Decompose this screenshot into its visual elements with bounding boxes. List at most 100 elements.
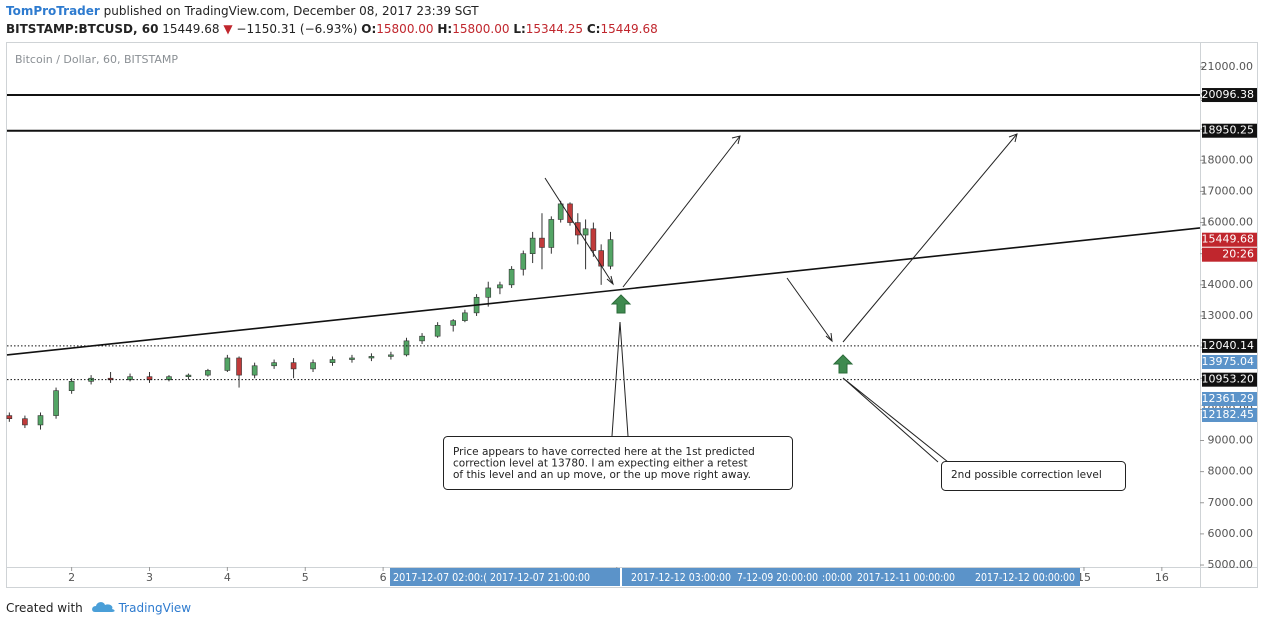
h-label: H: [437, 22, 453, 36]
chart-title: Bitcoin / Dollar, 60, BITSTAMP [15, 53, 178, 66]
candle-body [310, 362, 316, 370]
frame [6, 42, 1258, 588]
candle-body [6, 415, 13, 419]
o: 15800.00 [376, 22, 434, 36]
level-tag-label: 10953.20 [1202, 373, 1255, 386]
candle-body [224, 357, 231, 371]
price-tag [1202, 408, 1257, 422]
candle-body [53, 390, 59, 416]
symbol: BITSTAMP:BTCUSD, 60 [6, 22, 159, 36]
level-tag-label: 20096.38 [1202, 88, 1255, 101]
last: 15449.68 [162, 22, 220, 36]
x-tick-label: 2 [68, 571, 75, 584]
level-tag [1202, 338, 1257, 353]
candle-body [368, 356, 375, 359]
o-label: O: [361, 22, 377, 36]
y-tick-label: 7000.00 [1208, 496, 1254, 509]
candle-body [434, 325, 441, 337]
published: published on TradingView.com, December 0… [103, 4, 479, 18]
candle-body [520, 253, 527, 270]
x-tick-label: 4 [224, 571, 231, 584]
y-tick-label: 21000.00 [1201, 60, 1254, 73]
time-highlight-label: 2017-12-12 00:00:00 [975, 571, 1075, 584]
candle-body [107, 377, 114, 381]
chart: Bitcoin / Dollar, 60, BITSTAMP 5000.00 60… [6, 42, 1258, 588]
candle-body [271, 362, 277, 367]
level-tag-label: 18950.25 [1202, 124, 1255, 137]
arrow-head [1008, 133, 1018, 143]
last-price-tag [1202, 232, 1257, 247]
candle-body [68, 381, 75, 391]
time-highlight-label: 2017-12-07 21:00:00 [490, 571, 590, 584]
candle-body [607, 239, 614, 267]
y-tick-label: 17000.00 [1201, 184, 1254, 197]
callout-box [941, 461, 1126, 491]
x-tick-label: 16 [1155, 571, 1169, 584]
y-tick-label: 8000.00 [1208, 465, 1254, 478]
x-tick-label: 15 [1077, 571, 1091, 584]
candle-body [557, 203, 564, 220]
candle-body [508, 268, 515, 286]
price-tag [1202, 392, 1257, 406]
price-tag-label: 12361.29 [1202, 392, 1255, 405]
candle-body [548, 219, 555, 248]
y-tick-label: 5000.00 [1208, 558, 1254, 571]
countdown-label: 20:26 [1222, 248, 1254, 261]
candle-body [419, 335, 425, 342]
level-tag [1202, 88, 1257, 103]
callout-pointer [611, 321, 629, 437]
green-arrow [610, 294, 854, 374]
level-tag [1202, 372, 1257, 387]
candle-body [37, 415, 44, 426]
candle-body [251, 365, 258, 376]
x-tick-label: 3 [146, 571, 153, 584]
created: Created with [6, 601, 83, 615]
x-tick-label: 6 [380, 571, 387, 584]
brand[interactable]: TradingView [118, 601, 192, 615]
level-tag [1202, 123, 1257, 138]
ohlc-line: BITSTAMP:BTCUSD, 60 15449.68 ▼ −1150.31 … [6, 22, 658, 36]
candle-body [539, 237, 545, 248]
time-highlight-label: 2017-12-12 03:00:00 [631, 571, 731, 584]
y-tick-label: 6000.00 [1208, 527, 1254, 540]
candle-body [185, 374, 192, 377]
arrow: ▼ [223, 22, 233, 36]
h: 15800.00 [452, 22, 510, 36]
l: 15344.25 [525, 22, 584, 36]
y-tick-label: 9000.00 [1208, 433, 1254, 446]
candle-body [598, 250, 604, 267]
candle-body [497, 284, 503, 289]
time-highlight-label: :00:00 [822, 571, 852, 584]
candle-body [290, 362, 297, 370]
candle-body [529, 237, 536, 254]
y-tick-label: 13000.00 [1201, 309, 1254, 322]
candle-body [388, 354, 394, 357]
arrow [544, 177, 614, 285]
candle-body [205, 370, 211, 376]
time-highlight-label: 7-12-09 20:00:00 [737, 571, 818, 584]
arrow-head [825, 332, 833, 343]
l-label: L: [513, 22, 526, 36]
time-highlight-label: 2017-12-11 00:00:00 [857, 571, 955, 584]
arrow [786, 277, 833, 342]
arrow [622, 135, 741, 288]
candle-body [22, 418, 28, 426]
y-tick-label: 18000.00 [1201, 153, 1254, 166]
annotation-text: Price appears to have corrected here at … [453, 446, 755, 458]
trendline [6, 227, 1201, 356]
drawings [443, 133, 1126, 491]
level-tag-label: 12040.14 [1202, 339, 1255, 352]
time-highlight [390, 568, 620, 586]
y-tick-label: 16000.00 [1201, 216, 1254, 229]
overlay: 5000.006000.007000.008000.009000.0010000… [68, 60, 1257, 586]
logo [91, 602, 115, 612]
price-tag-label: 13975.04 [1202, 355, 1255, 368]
callout-box [443, 436, 793, 490]
time-highlight-label: 2017-12-07 02:00:( [393, 571, 487, 584]
candle-body [450, 320, 457, 326]
y-tick-label: 14000.00 [1201, 278, 1254, 291]
author[interactable]: TomProTrader [6, 4, 100, 18]
price-tag-label: 12182.45 [1202, 408, 1255, 421]
candle-body [236, 357, 242, 376]
